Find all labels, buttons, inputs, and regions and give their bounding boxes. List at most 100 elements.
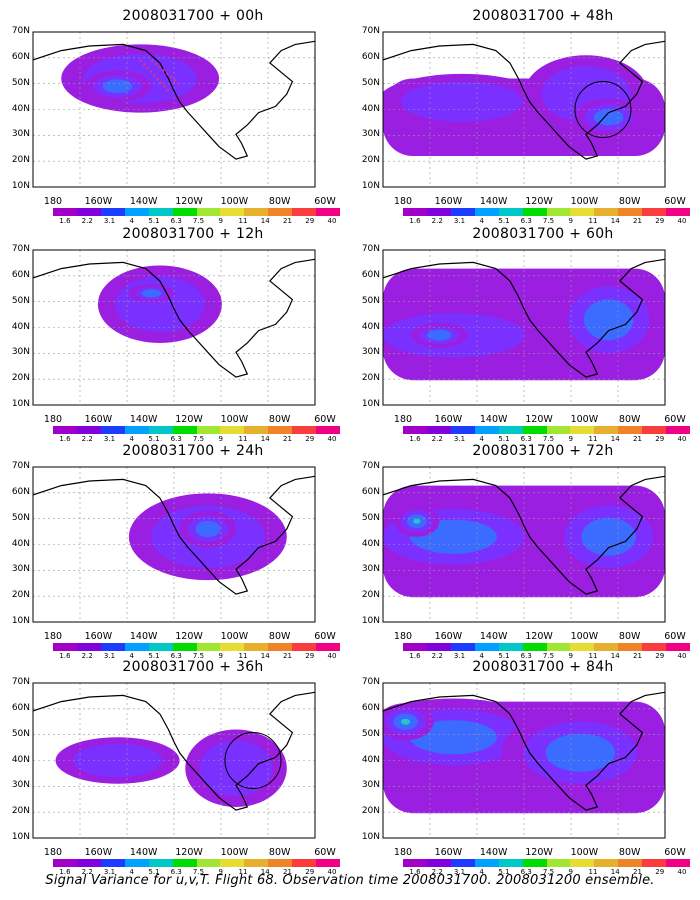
latitude-label: 30N [11,129,30,140]
panel-title: 2008031700 + 84h [472,659,614,675]
colorbar-swatch [124,859,149,867]
longitude-label: 80W [618,196,641,207]
colorbar-swatch [474,859,499,867]
colorbar-label: 1.6 [59,652,71,660]
colorbar-swatch [594,859,619,867]
colorbar-swatch [53,859,77,867]
colorbar-swatch [268,208,293,216]
colorbar-swatch [594,208,619,216]
colorbar-label: 14 [610,435,620,443]
latitude-label: 30N [361,780,380,791]
map-frame [32,682,316,839]
longitude-label: 180 [43,196,63,207]
variance-contour [545,733,616,772]
colorbar-label: 4 [129,217,134,225]
map-frame [32,31,316,188]
colorbar-swatch [244,643,269,651]
latitude-label: 10N [361,181,380,191]
variance-map [32,466,316,623]
colorbar-label: 5.1 [498,868,510,876]
colorbar-swatch [220,643,245,651]
colorbar [53,426,341,434]
colorbar [403,208,691,216]
colorbar-swatch [570,859,595,867]
longitude-label: 100W [220,414,249,425]
longitude-label: 60W [664,196,686,207]
colorbar-label: 5.1 [498,435,510,443]
colorbar-label: 9 [568,652,573,660]
colorbar-swatch [450,643,475,651]
colorbar-label: 4 [129,652,134,660]
latitude-label: 40N [361,321,380,332]
longitude-label: 120W [525,414,553,425]
latitude-label: 70N [361,677,380,687]
colorbar-label: 29 [655,435,665,443]
longitude-label: 100W [570,631,599,642]
map-panel: 2008031700 + 84h 70N 60N 50N 40N 30N 20N 10N 180… [362,659,700,876]
colorbar-label: 3.1 [453,435,466,443]
longitude-label: 60W [314,414,336,425]
colorbar-label: 3.1 [453,868,466,876]
map-frame [382,249,666,406]
colorbar-label: 14 [260,217,270,225]
colorbar-label: 9 [568,435,573,443]
colorbar-swatch [426,859,451,867]
map-frame [382,466,666,623]
colorbar-label: 40 [327,217,337,225]
colorbar-swatch [316,643,341,651]
colorbar-label: 40 [677,868,687,876]
colorbar-label: 29 [305,435,315,443]
variance-contour [141,289,162,298]
longitude-label: 160W [434,196,463,207]
colorbar-label: 21 [283,435,292,443]
colorbar-swatch [498,208,523,216]
colorbar-label: 9 [218,868,223,876]
longitude-label: 60W [314,847,336,858]
variance-map [32,31,316,188]
colorbar-label: 6.3 [520,652,532,660]
colorbar-swatch [474,208,499,216]
colorbar-swatch [196,426,221,434]
latitude-label: 50N [361,295,380,306]
colorbar-label: 4 [129,435,134,443]
colorbar-label: 1.6 [59,868,71,876]
colorbar-label: 5.1 [498,652,510,660]
latitude-label: 10N [11,181,30,191]
colorbar-swatch [196,208,221,216]
colorbar-swatch [474,643,499,651]
colorbar-label: 5.1 [148,435,160,443]
latitude-label: 30N [361,129,380,140]
colorbar-swatch [642,426,667,434]
colorbar-label: 7.5 [542,435,555,443]
colorbar-label: 40 [327,868,337,876]
colorbar-label: 4 [479,435,484,443]
longitude-label: 80W [618,631,641,642]
colorbar-label: 4 [479,652,484,660]
latitude-label: 60N [11,486,30,497]
longitude-label: 140W [129,847,158,858]
coastline [383,475,665,595]
variance-contour [401,718,411,725]
colorbar-label: 29 [655,868,665,876]
colorbar-label: 1.6 [409,652,421,660]
longitude-label: 120W [525,631,553,642]
colorbar-swatch [244,859,269,867]
longitude-label: 100W [220,196,249,207]
longitude-label: 100W [570,414,599,425]
latitude-label: 10N [361,616,380,626]
colorbar-swatch [666,859,691,867]
colorbar-swatch [76,859,101,867]
colorbar-label: 2.2 [81,652,93,660]
colorbar-label: 7.5 [542,652,555,660]
colorbar-label: 11 [588,435,598,443]
colorbar-label: 29 [655,652,665,660]
colorbar-swatch [148,643,173,651]
variance-map [382,31,666,188]
colorbar-swatch [292,426,317,434]
coastline [33,258,315,378]
coastline [33,475,315,595]
latitude-label: 40N [11,103,30,114]
colorbar-swatch [53,208,77,216]
colorbar-swatch [124,208,149,216]
colorbar-swatch [316,208,341,216]
